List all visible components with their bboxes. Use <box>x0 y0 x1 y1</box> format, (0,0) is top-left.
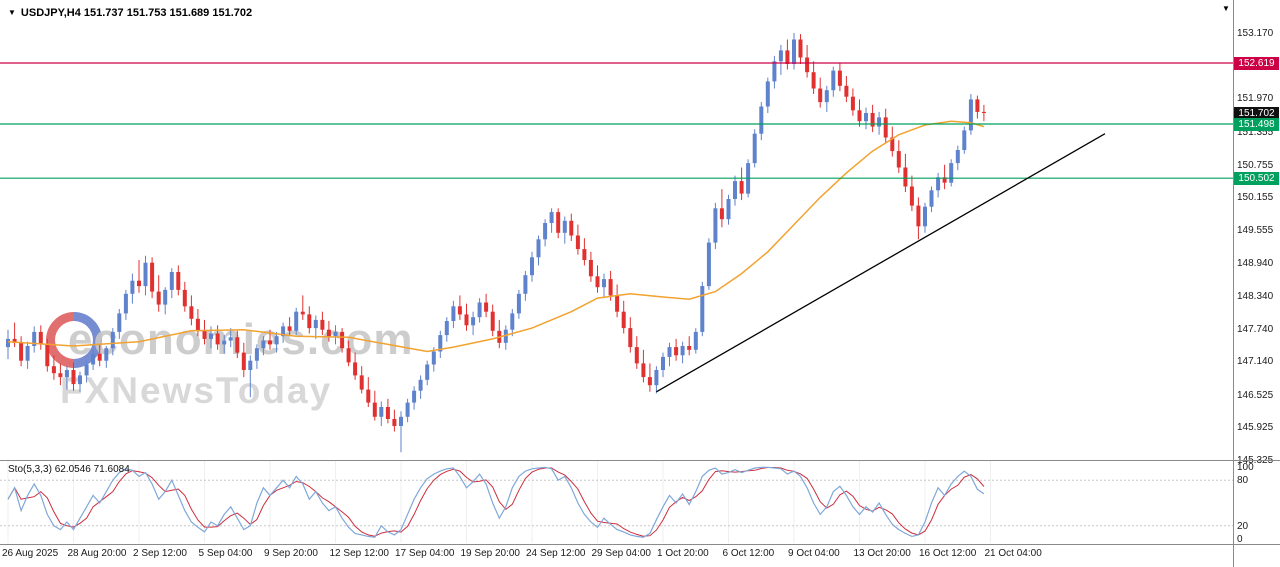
price-tick: 150.755 <box>1237 159 1274 171</box>
time-label: 5 Sep 04:00 <box>198 548 253 559</box>
axis-top-marker-icon: ▼ <box>1222 4 1230 13</box>
price-axis-separator <box>1233 0 1234 567</box>
price-axis[interactable]: 153.170 151.970 151.355 150.755 150.155 149.5… <box>1233 0 1280 567</box>
symbol-ohlc-info: USDJPY,H4 151.737 151.753 151.689 151.70… <box>20 7 253 19</box>
price-tick: 148.340 <box>1237 290 1274 302</box>
time-label: 2 Sep 12:00 <box>133 548 187 559</box>
price-tick: 147.140 <box>1237 356 1274 368</box>
sto-axis-tick: 20 <box>1237 520 1249 532</box>
price-chart-pane[interactable] <box>0 0 1233 460</box>
time-label: 16 Oct 12:00 <box>919 548 977 559</box>
symbol-header: ▼ USDJPY,H4 151.737 151.753 151.689 151.… <box>8 7 252 19</box>
time-label: 13 Oct 20:00 <box>853 548 911 559</box>
time-label: 21 Oct 04:00 <box>984 548 1042 559</box>
price-tick: 148.940 <box>1237 258 1274 270</box>
time-label: 12 Sep 12:00 <box>329 548 390 559</box>
sto-axis-tick: 0 <box>1237 534 1243 545</box>
watermark: economies.com FXNewsToday <box>34 300 414 412</box>
time-label: 6 Oct 12:00 <box>722 548 775 559</box>
pane-separator[interactable] <box>0 460 1280 461</box>
price-tick: 146.525 <box>1237 389 1274 401</box>
price-tick: 151.355 <box>1237 126 1274 138</box>
time-axis[interactable]: 26 Aug 2025 28 Aug 20:00 2 Sep 12:00 5 Sep … <box>0 544 1280 567</box>
time-axis-separator <box>0 544 1280 545</box>
price-badge-last-price: 151.702 <box>1234 106 1279 120</box>
price-tick: 147.740 <box>1237 323 1274 335</box>
price-tick: 153.170 <box>1237 28 1274 39</box>
time-label: 29 Sep 04:00 <box>591 548 652 559</box>
time-label: 19 Sep 20:00 <box>460 548 521 559</box>
time-label: 24 Sep 12:00 <box>526 548 586 559</box>
price-badge-support-line: 151.498 <box>1234 118 1279 131</box>
sto-axis-tick: 80 <box>1237 475 1249 487</box>
sto-axis-tick: 100 <box>1237 462 1254 473</box>
time-label: 9 Sep 20:00 <box>264 548 318 559</box>
time-label: 1 Oct 20:00 <box>657 548 709 559</box>
time-label: 17 Sep 04:00 <box>395 548 455 559</box>
time-label: 9 Oct 04:00 <box>788 548 840 559</box>
price-tick: 151.970 <box>1237 93 1274 105</box>
time-label: 26 Aug 2025 <box>2 548 59 559</box>
symbol-dropdown-icon[interactable]: ▼ <box>8 8 16 17</box>
stochastic-pane[interactable] <box>0 461 1233 543</box>
stochastic-label: Sto(5,3,3) 62.0546 71.6084 <box>8 464 130 475</box>
price-tick: 149.555 <box>1237 224 1274 236</box>
time-label: 28 Aug 20:00 <box>67 548 127 559</box>
price-badge-support-line: 150.502 <box>1234 172 1279 186</box>
watermark-subbrand: FXNewsToday <box>60 370 333 411</box>
price-badge-resistance-line: 152.619 <box>1234 57 1279 70</box>
price-tick: 150.155 <box>1237 192 1274 204</box>
price-tick: 145.925 <box>1237 422 1274 434</box>
